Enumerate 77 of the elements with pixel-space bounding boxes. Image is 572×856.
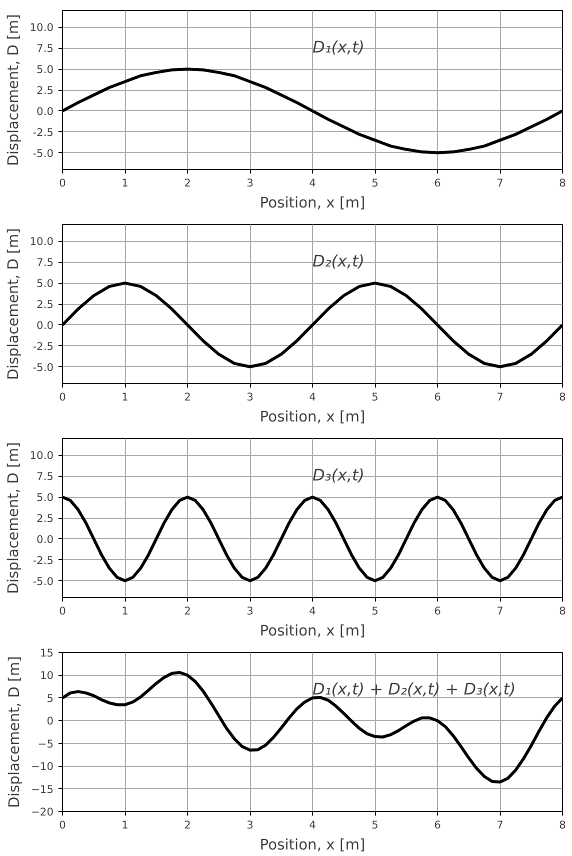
annotation: D₃(x,t) — [312, 466, 365, 485]
y-tick-label: 5.0 — [36, 63, 54, 76]
x-axis-title: Position, x [m] — [260, 836, 366, 854]
x-tick-label: 5 — [372, 390, 378, 404]
x-tick-label: 5 — [372, 176, 378, 190]
y-tick-label: 10.0 — [30, 21, 54, 34]
y-tick-label: 2.5 — [36, 512, 54, 525]
y-tick-label: -2.5 — [32, 554, 54, 567]
y-tick-label: 10.0 — [30, 235, 54, 248]
x-tick-label: 8 — [559, 604, 566, 618]
x-tick-label: 2 — [184, 818, 191, 832]
y-tick-label: 10 — [40, 669, 54, 682]
x-tick-label: 1 — [122, 176, 128, 190]
y-tick-label: -5.0 — [32, 146, 54, 160]
y-tick-label: -5.0 — [32, 574, 54, 588]
y-tick-label: -2.5 — [32, 340, 54, 353]
annotation: D₁(x,t) + D₂(x,t) + D₃(x,t) — [312, 680, 516, 699]
x-tick-label: 0 — [59, 176, 66, 190]
y-tick-label: 15 — [40, 646, 54, 660]
y-tick-label: 7.5 — [36, 470, 54, 484]
y-tick-label: 7.5 — [36, 256, 54, 270]
x-tick-label: 7 — [496, 604, 504, 618]
x-tick-label: 4 — [309, 390, 316, 404]
x-tick-label: 6 — [434, 818, 442, 832]
y-tick-label: 2.5 — [36, 298, 54, 311]
x-tick-label: 5 — [372, 604, 378, 618]
y-tick-label: 0.0 — [36, 532, 54, 546]
y-tick-label: 5.0 — [36, 277, 54, 290]
x-tick-label: 3 — [246, 604, 254, 618]
x-tick-label: 8 — [559, 176, 566, 190]
x-tick-label: 1 — [122, 390, 128, 404]
x-tick-label: 0 — [59, 390, 66, 404]
y-tick-label: 2.5 — [36, 84, 54, 97]
annotation: D₂(x,t) — [312, 252, 365, 271]
x-tick-label: 4 — [309, 176, 316, 190]
x-axis-title: Position, x [m] — [260, 622, 366, 640]
y-tick-label: 0.0 — [36, 318, 54, 332]
x-tick-label: 7 — [496, 818, 504, 832]
y-tick-label: 0 — [46, 714, 54, 728]
x-tick-label: 2 — [184, 390, 191, 404]
x-tick-label: 3 — [246, 176, 254, 190]
y-tick-label: -5.0 — [32, 360, 54, 374]
y-axis-title: Displacement, D [m] — [4, 14, 22, 166]
y-tick-label: −15 — [31, 782, 54, 796]
y-axis-title: Displacement, D [m] — [6, 656, 24, 808]
x-tick-label: 0 — [59, 818, 66, 832]
x-tick-label: 4 — [309, 604, 316, 618]
x-tick-label: 1 — [122, 604, 128, 618]
y-tick-label: −20 — [31, 806, 54, 818]
y-tick-label: 5.0 — [36, 491, 54, 504]
x-tick-label: 3 — [246, 818, 254, 832]
x-tick-label: 7 — [496, 176, 504, 190]
x-tick-label: 2 — [184, 604, 191, 618]
x-tick-label: 1 — [122, 818, 128, 832]
y-tick-label: 5 — [46, 692, 54, 705]
x-tick-label: 0 — [59, 604, 66, 618]
x-tick-label: 7 — [496, 390, 504, 404]
x-axis-title: Position, x [m] — [260, 194, 366, 212]
x-tick-label: 5 — [372, 818, 378, 832]
x-tick-label: 6 — [434, 176, 442, 190]
x-tick-label: 6 — [434, 390, 442, 404]
y-tick-label: -2.5 — [32, 126, 54, 139]
y-tick-label: 7.5 — [36, 42, 54, 56]
x-tick-label: 2 — [184, 176, 191, 190]
x-axis-title: Position, x [m] — [260, 408, 366, 426]
y-tick-label: −10 — [31, 760, 54, 774]
y-tick-label: 0.0 — [36, 104, 54, 118]
x-tick-label: 8 — [559, 390, 566, 404]
x-tick-label: 3 — [246, 390, 254, 404]
x-tick-label: 8 — [559, 818, 566, 832]
x-tick-label: 4 — [309, 818, 316, 832]
x-tick-label: 6 — [434, 604, 442, 618]
y-tick-label: −5 — [38, 737, 54, 750]
annotation: D₁(x,t) — [312, 38, 365, 57]
y-tick-label: 10.0 — [30, 449, 54, 462]
y-axis-title: Displacement, D [m] — [4, 442, 22, 594]
y-axis-title: Displacement, D [m] — [4, 228, 22, 380]
